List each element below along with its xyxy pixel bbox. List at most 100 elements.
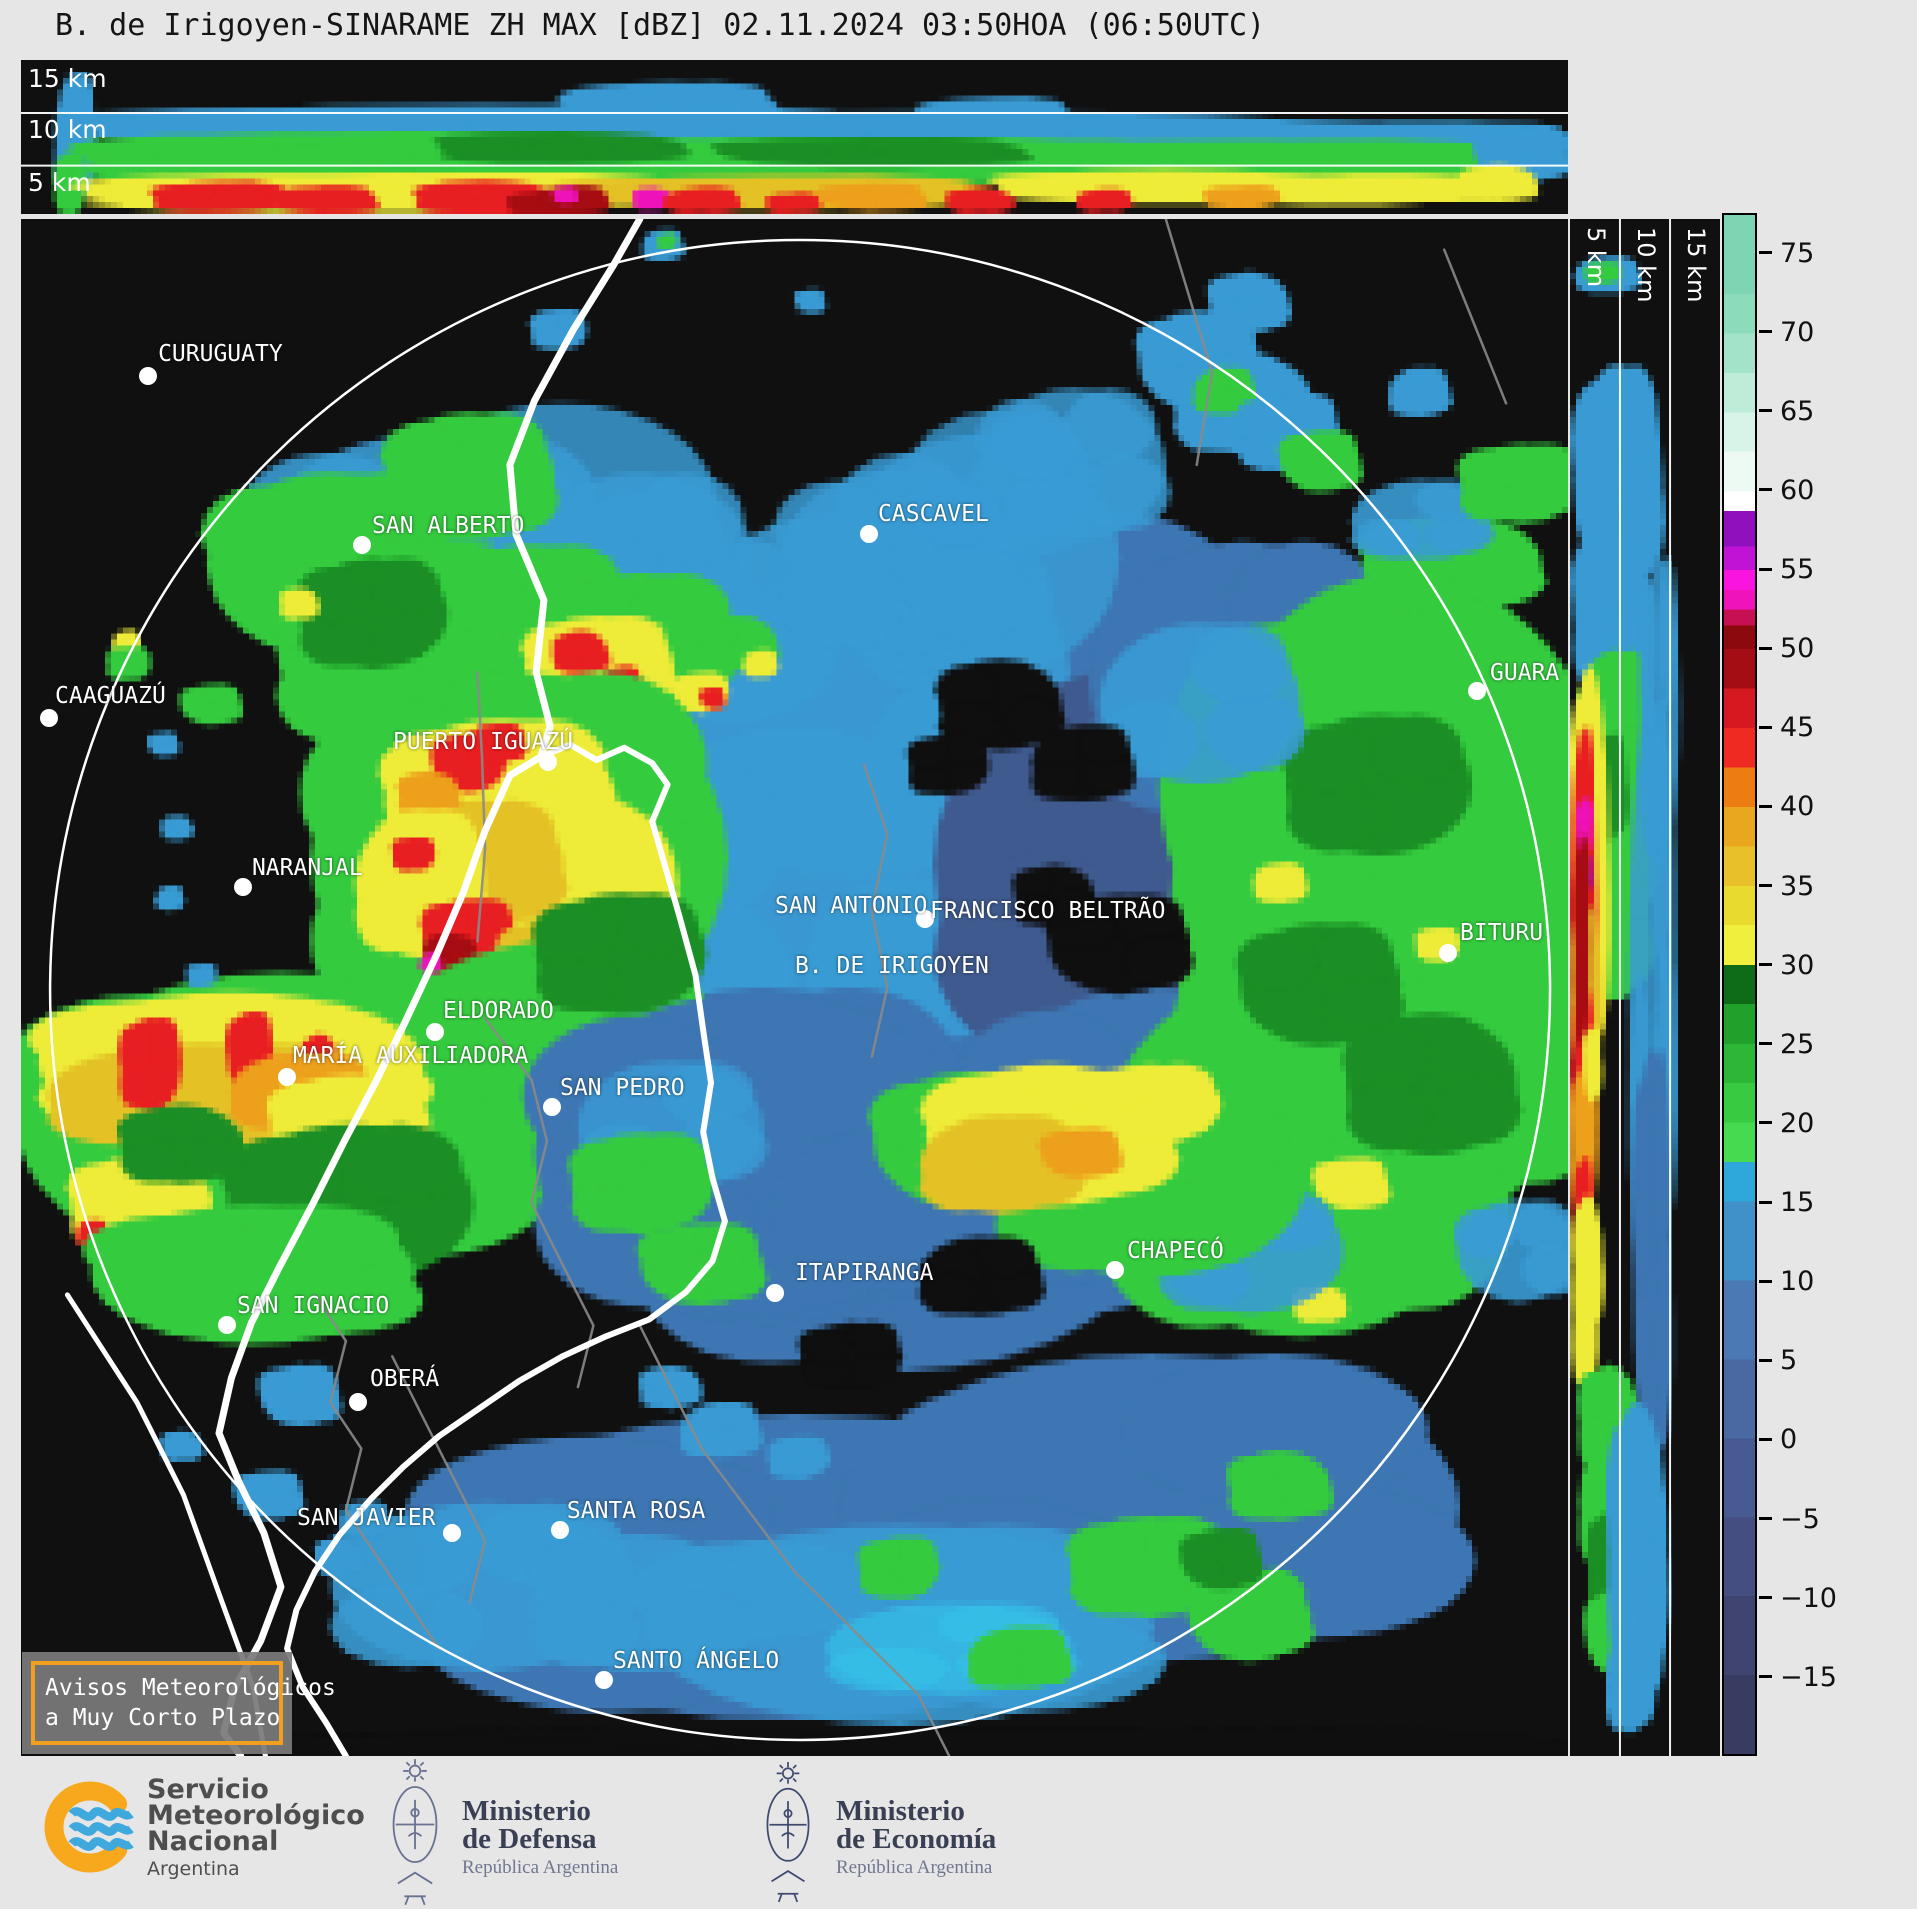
city-label: SAN IGNACIO	[236, 1293, 390, 1320]
admin-border	[391, 1355, 487, 1604]
colorbar-tick	[1759, 251, 1772, 255]
city-label: OBERÁ	[370, 1366, 440, 1393]
colorbar-gradient	[1722, 213, 1757, 1756]
warning-line-1: Avisos Meteorológicos	[45, 1675, 336, 1701]
defensa-line-1: Ministerio	[462, 1795, 591, 1827]
city-label: CHAPECÓ	[1126, 1238, 1224, 1265]
colorbar-tick	[1759, 725, 1772, 729]
colorbar-tick	[1759, 1279, 1772, 1283]
radar-echo-canvas	[21, 219, 1568, 1756]
smn-line-1: Servicio	[147, 1774, 269, 1805]
colorbar-tick-label: 50	[1780, 633, 1815, 665]
colorbar-tick	[1759, 884, 1772, 888]
colorbar-tick	[1759, 567, 1772, 571]
city-dot	[349, 1393, 368, 1412]
defensa-line-3: República Argentina	[462, 1857, 619, 1878]
page-title: B. de Irigoyen-SINARAME ZH MAX [dBZ] 02.…	[55, 8, 1266, 43]
height-label-10km-vertical: 10 km	[1632, 227, 1660, 303]
smn-wordmark: Servicio Meteorológico Nacional Argentin…	[147, 1774, 365, 1880]
colorbar-tick-label: 10	[1780, 1266, 1815, 1298]
colorbar-tick	[1759, 1437, 1772, 1441]
city-label: CURUGUATY	[158, 341, 283, 368]
city-label: SAN PEDRO	[559, 1074, 685, 1101]
map-lines-overlay	[48, 219, 1552, 1756]
colorbar-tick	[1759, 1358, 1772, 1362]
reflectivity-colorbar: 75 70 65 60 55 50 45 40 35 30 25 20 15 10 5 0 −5 −10 −15	[1722, 213, 1917, 1756]
admin-border	[1442, 248, 1508, 405]
city-label: CAAGUAZÚ	[55, 683, 166, 710]
smn-logo-c-arc	[44, 1781, 128, 1873]
colorbar-tick	[1759, 1121, 1772, 1125]
colorbar-tick-label: 5	[1780, 1345, 1798, 1377]
city-label: B. DE IRIGOYEN	[794, 952, 989, 979]
top-cross-section-gridlines	[21, 111, 1568, 167]
colorbar-tick	[1759, 1596, 1772, 1600]
right-cross-section-echoes	[1570, 219, 1720, 1756]
height-label-5km: 5 km	[28, 168, 91, 197]
colorbar-tick	[1759, 1675, 1772, 1679]
colorbar-tick-label: 40	[1780, 791, 1815, 823]
colorbar-tick-label: 55	[1780, 554, 1815, 586]
economia-line-1: Ministerio	[836, 1795, 965, 1827]
colorbar-tick-label: 60	[1780, 474, 1815, 506]
colorbar-tick	[1759, 646, 1772, 650]
colorbar-tick	[1759, 1200, 1772, 1204]
city-label: FRANCISCO BELTRÃO	[930, 898, 1166, 925]
colorbar-tick-label: 0	[1780, 1424, 1798, 1456]
defensa-line-2: de Defensa	[462, 1823, 597, 1855]
range-circle	[48, 238, 1552, 1742]
ministerio-economia-wordmark: Ministerio de Economía República Argenti…	[836, 1797, 996, 1879]
colorbar-tick-label: 20	[1780, 1107, 1815, 1139]
admin-border	[483, 1016, 595, 1389]
colorbar-tick-label: −5	[1780, 1503, 1820, 1535]
city-label: PUERTO IGUAZÚ	[393, 728, 574, 755]
admin-border	[1164, 219, 1214, 467]
smn-logo-wave-2	[68, 1822, 134, 1836]
smn-line-2: Meteorológico	[147, 1800, 365, 1831]
colorbar-tick	[1759, 1517, 1772, 1521]
colorbar-tick	[1759, 488, 1772, 492]
city-dot	[595, 1671, 614, 1690]
city-dot	[442, 1523, 461, 1542]
colorbar-tick	[1759, 330, 1772, 334]
city-dot	[425, 1022, 444, 1041]
smn-line-3: Nacional	[147, 1826, 279, 1857]
city-dot	[915, 909, 934, 928]
warning-box[interactable]: Avisos Meteorológicos a Muy Corto Plazo	[22, 1652, 336, 1754]
city-dot	[1468, 682, 1487, 700]
colorbar-tick-label: 35	[1780, 870, 1815, 902]
admin-border	[638, 1324, 951, 1756]
city-dot	[139, 366, 157, 385]
city-label: MARÍA AUXILIADORA	[292, 1042, 529, 1069]
city-dot	[1439, 944, 1458, 963]
city-label: SAN ALBERTO	[372, 513, 525, 540]
city-label: ITAPIRANGA	[794, 1260, 934, 1286]
city-dot	[233, 877, 252, 896]
colorbar-tick-label: 15	[1780, 1187, 1815, 1219]
colorbar-tick	[1759, 963, 1772, 967]
admin-border	[313, 1293, 440, 1650]
river-line	[284, 741, 728, 1756]
city-dot	[766, 1284, 784, 1303]
city-label: SANTO ÁNGELO	[613, 1648, 780, 1675]
colorbar-tick	[1759, 804, 1772, 808]
colorbar-tick-label: 25	[1780, 1028, 1815, 1060]
ministerio-defensa-wordmark: Ministerio de Defensa República Argentin…	[462, 1797, 618, 1879]
defensa-coat-of-arms-icon	[392, 1759, 438, 1906]
warning-line-2: a Muy Corto Plazo	[45, 1705, 281, 1731]
city-dot	[277, 1067, 296, 1086]
height-label-5km-vertical: 5 km	[1582, 227, 1610, 288]
height-label-10km: 10 km	[28, 115, 107, 144]
colorbar-tick	[1759, 1042, 1772, 1046]
city-label: NARANJAL	[251, 855, 363, 881]
colorbar-tick-label: 70	[1780, 316, 1815, 348]
colorbar-tick	[1759, 409, 1772, 413]
smn-logo-wave-3	[68, 1837, 134, 1851]
colorbar-tick-label: −10	[1780, 1582, 1837, 1614]
economia-line-3: República Argentina	[836, 1857, 993, 1878]
city-label: CASCAVEL	[878, 501, 989, 528]
colorbar-tick-label: 45	[1780, 712, 1815, 744]
city-dot	[542, 1097, 561, 1116]
colorbar-tick-label: 65	[1780, 395, 1815, 427]
city-label: SAN ANTONIO	[775, 892, 928, 919]
